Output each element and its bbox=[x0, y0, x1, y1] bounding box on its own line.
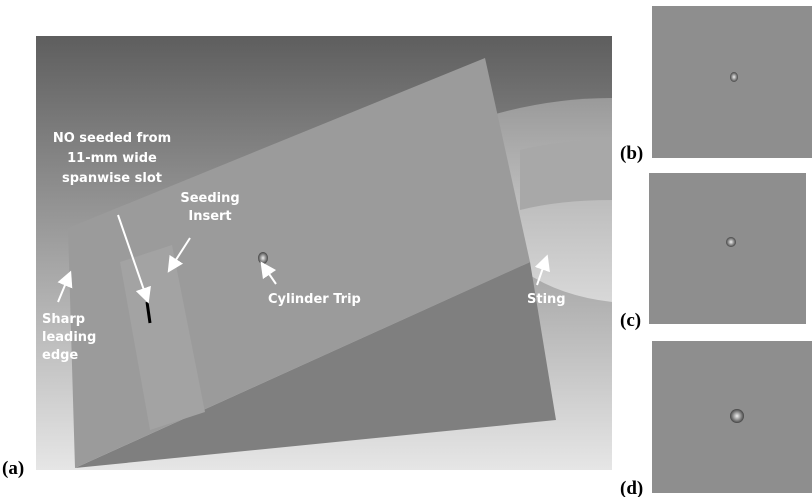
cylinder-trip bbox=[726, 237, 736, 247]
arrow bbox=[260, 261, 277, 285]
annotation: edge bbox=[42, 348, 78, 363]
annotation: spanwise slot bbox=[62, 171, 162, 186]
panel-c: (c) bbox=[620, 173, 806, 331]
image bbox=[649, 173, 806, 324]
panel-label: (c) bbox=[620, 310, 641, 331]
annotation: Cylinder Trip bbox=[268, 292, 361, 307]
cylinder-trip bbox=[730, 409, 744, 423]
panel-label: (b) bbox=[620, 143, 643, 164]
cylinder-trip bbox=[258, 252, 268, 264]
arrow bbox=[167, 237, 191, 273]
slot bbox=[145, 301, 152, 324]
cylinder-trip bbox=[730, 72, 738, 82]
arrow bbox=[117, 214, 151, 304]
annotation: Sting bbox=[527, 292, 566, 307]
wedge-side bbox=[75, 262, 556, 468]
panel-a: NO seeded from 11-mm wide spanwise slot … bbox=[2, 36, 612, 479]
annotation: Sharp bbox=[42, 312, 85, 327]
annotation: NO seeded from bbox=[53, 131, 171, 146]
annotation: Seeding bbox=[180, 191, 239, 206]
panel-label: (a) bbox=[2, 458, 24, 479]
image bbox=[652, 6, 812, 158]
annotation: Insert bbox=[188, 209, 231, 224]
panel-d: (d) bbox=[620, 341, 812, 497]
sting-shade bbox=[520, 140, 612, 210]
annotation: 11-mm wide bbox=[67, 151, 157, 166]
arrow bbox=[534, 254, 550, 286]
panel-b: (b) bbox=[620, 6, 812, 164]
annotation: leading bbox=[42, 330, 96, 345]
arrow bbox=[57, 270, 73, 303]
panel-label: (d) bbox=[620, 478, 643, 497]
